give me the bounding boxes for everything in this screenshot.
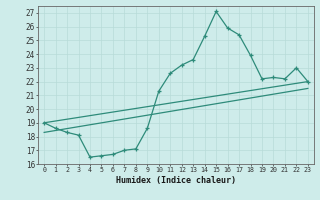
X-axis label: Humidex (Indice chaleur): Humidex (Indice chaleur) <box>116 176 236 185</box>
